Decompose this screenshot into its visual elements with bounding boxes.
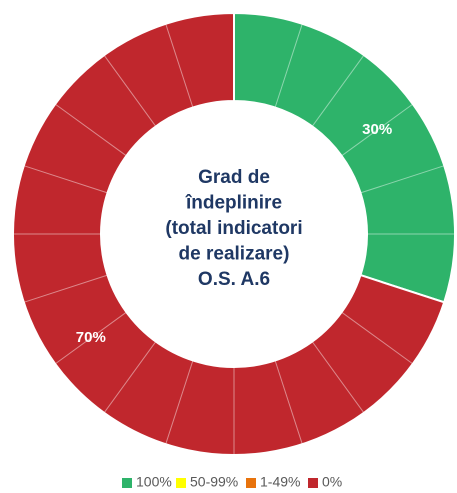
donut-slice [233,11,456,304]
legend-swatch [176,478,186,488]
value-label: 70% [76,329,106,346]
legend-swatch [122,478,132,488]
legend-swatch [246,478,256,488]
separator [103,54,157,127]
value-label: 30% [362,121,392,138]
separator [23,274,108,303]
separator [311,341,365,414]
donut-slice [12,11,446,456]
separator [360,274,445,303]
separator [341,311,414,365]
legend-label: 100% [136,474,172,490]
separator [360,165,445,194]
separator [311,54,365,127]
separator [23,165,108,194]
chart-title: de realizare) [179,244,290,265]
separator [341,103,414,157]
separator [54,103,127,157]
chart-title: îndeplinire [185,193,282,214]
legend-label: 50-99% [190,474,238,490]
chart-title: Grad de [198,167,270,188]
separator [274,360,303,445]
legend-label: 0% [322,474,342,490]
separator [103,341,157,414]
chart-title: O.S. A.6 [198,269,270,290]
separator [165,360,194,445]
legend-label: 1-49% [260,474,300,490]
separator [274,23,303,108]
chart-title: (total indicatori [165,218,302,239]
legend-swatch [308,478,318,488]
separator [165,23,194,108]
separator [54,311,127,365]
